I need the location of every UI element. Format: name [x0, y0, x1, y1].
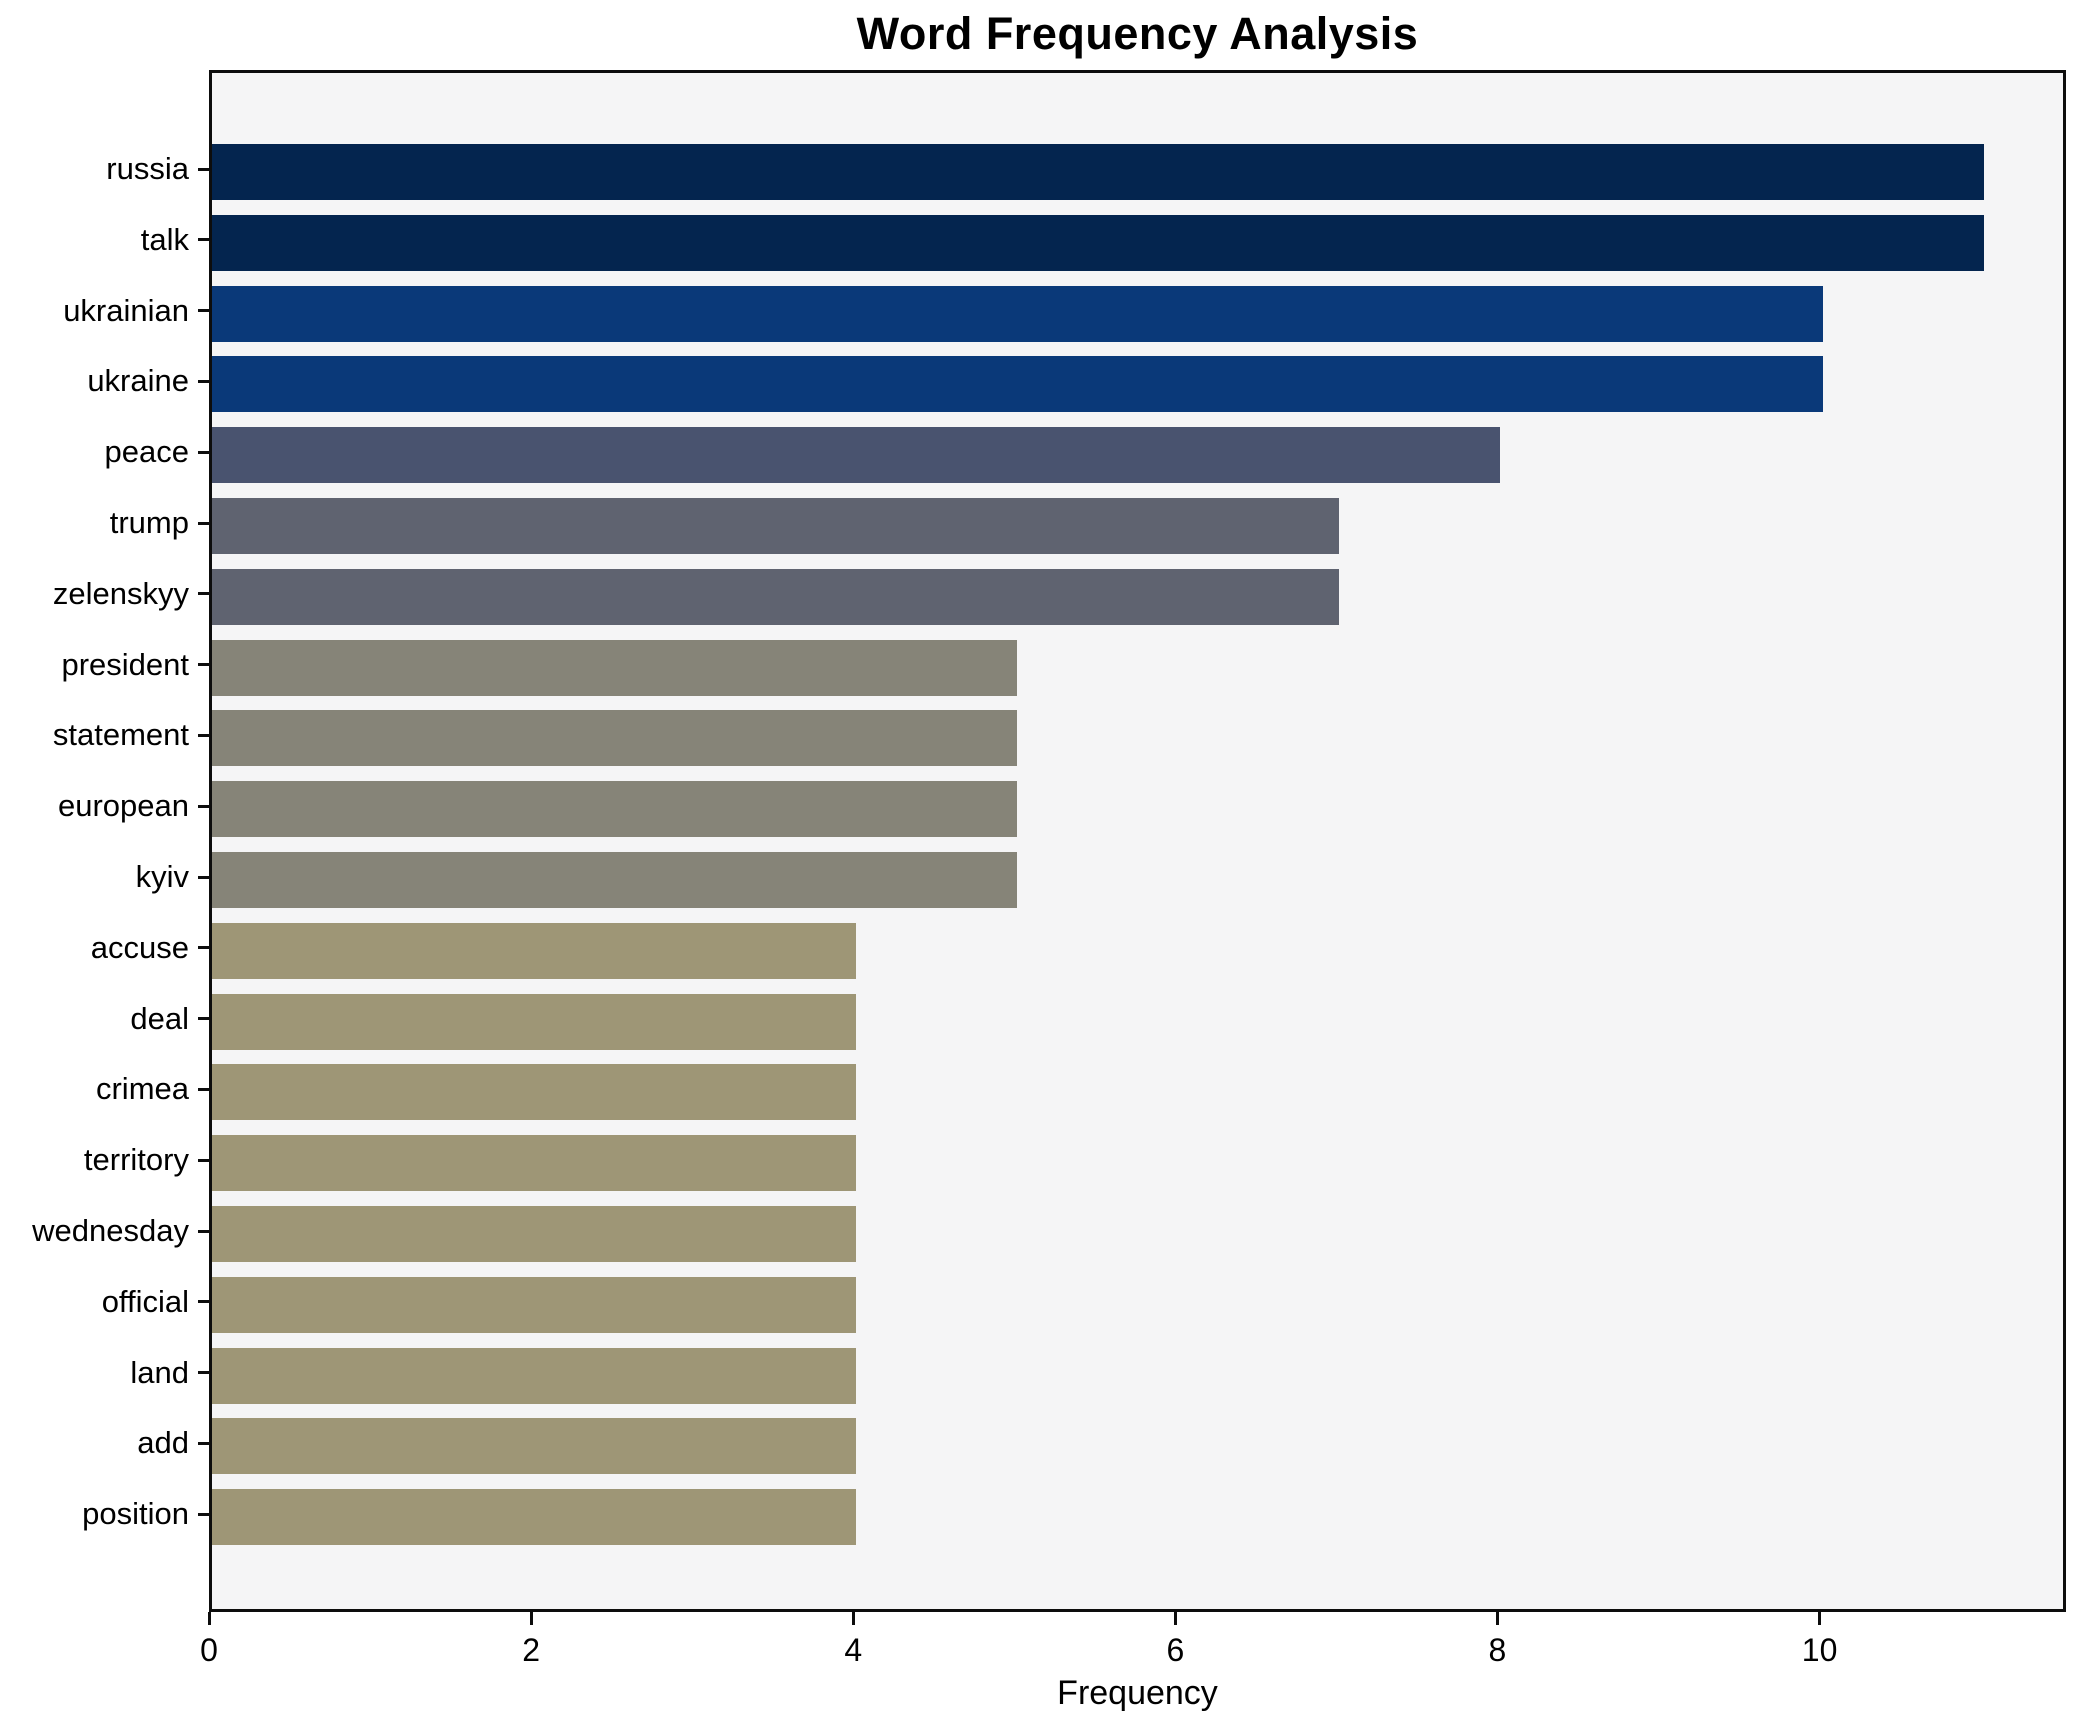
y-tick-label-territory: territory: [83, 1142, 189, 1178]
y-tick-mark: [198, 1158, 209, 1162]
x-tick-mark: [1173, 1612, 1177, 1625]
x-tick-label-0: 0: [200, 1632, 218, 1668]
y-tick-mark: [198, 946, 209, 950]
x-tick-mark: [207, 1612, 211, 1625]
y-tick-label-wednesday: wednesday: [32, 1213, 189, 1248]
y-tick-label-peace: peace: [104, 434, 189, 470]
x-tick-mark: [1495, 1612, 1499, 1625]
bar-crimea: [212, 1064, 857, 1121]
bar-kyiv: [212, 852, 1018, 908]
y-tick-mark: [198, 450, 209, 454]
y-tick-label-position: position: [82, 1496, 189, 1532]
bar-official: [212, 1276, 857, 1333]
x-tick-label-10: 10: [1801, 1632, 1838, 1668]
y-tick-mark: [198, 733, 209, 737]
y-tick-mark: [198, 592, 209, 596]
y-tick-label-kyiv: kyiv: [135, 859, 189, 894]
y-tick-mark: [198, 875, 209, 879]
x-tick-mark: [529, 1612, 533, 1625]
y-tick-mark: [198, 1017, 209, 1021]
x-tick-mark: [1818, 1612, 1822, 1625]
y-tick-label-talk: talk: [140, 221, 189, 257]
x-tick-label-2: 2: [522, 1632, 540, 1668]
y-tick-label-official: official: [101, 1283, 189, 1319]
bar-add: [212, 1418, 857, 1475]
x-tick-label-6: 6: [1166, 1632, 1185, 1668]
x-tick-mark: [851, 1612, 855, 1625]
bar-european: [212, 781, 1018, 838]
y-tick-label-european: european: [57, 788, 189, 824]
y-tick-label-add: add: [137, 1425, 189, 1461]
y-tick-mark: [198, 804, 209, 808]
bar-land: [212, 1347, 857, 1404]
y-tick-mark: [198, 1229, 209, 1233]
bar-ukraine: [212, 356, 1823, 413]
y-tick-mark: [198, 1371, 209, 1375]
bar-wednesday: [212, 1206, 857, 1262]
y-tick-mark: [198, 238, 209, 242]
y-tick-mark: [198, 663, 209, 667]
bar-statement: [212, 710, 1018, 767]
bar-russia: [212, 144, 1984, 200]
y-tick-mark: [198, 167, 209, 171]
y-tick-label-deal: deal: [130, 1000, 189, 1036]
y-tick-mark: [198, 1087, 209, 1091]
y-tick-label-president: president: [61, 646, 189, 682]
y-tick-label-statement: statement: [52, 717, 189, 753]
bar-accuse: [212, 922, 857, 979]
y-tick-mark: [198, 1300, 209, 1304]
bar-ukrainian: [212, 285, 1823, 342]
y-tick-label-zelenskyy: zelenskyy: [52, 575, 189, 611]
bar-peace: [212, 427, 1501, 484]
chart-title: Word Frequency Analysis: [856, 8, 1419, 59]
bar-territory: [212, 1135, 857, 1192]
y-tick-mark: [198, 379, 209, 383]
plot-area: [209, 70, 2066, 1612]
y-tick-mark: [198, 309, 209, 313]
y-tick-label-land: land: [130, 1354, 189, 1390]
x-tick-label-4: 4: [844, 1632, 863, 1668]
bar-deal: [212, 993, 857, 1050]
bar-trump: [212, 498, 1340, 554]
bar-talk: [212, 214, 1984, 271]
y-tick-mark: [198, 1441, 209, 1445]
x-axis-label: Frequency: [1057, 1674, 1218, 1712]
y-tick-label-russia: russia: [106, 151, 189, 186]
x-tick-label-8: 8: [1488, 1632, 1507, 1668]
y-tick-label-ukraine: ukraine: [87, 363, 189, 399]
y-tick-label-ukrainian: ukrainian: [63, 292, 189, 328]
y-tick-mark: [198, 1512, 209, 1516]
bar-position: [212, 1489, 857, 1546]
y-tick-label-accuse: accuse: [90, 929, 189, 965]
y-tick-mark: [198, 521, 209, 525]
y-tick-label-trump: trump: [109, 505, 189, 540]
bar-president: [212, 639, 1018, 696]
y-tick-label-crimea: crimea: [95, 1071, 189, 1107]
bar-zelenskyy: [212, 568, 1340, 625]
